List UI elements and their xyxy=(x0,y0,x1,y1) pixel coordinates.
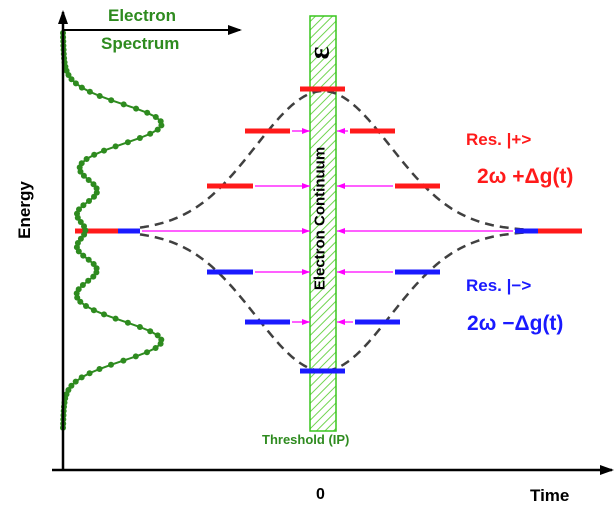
spectrum-dot xyxy=(80,202,87,209)
spectrum-dot xyxy=(136,324,143,330)
spectrum-dot xyxy=(108,97,115,104)
electron-continuum-band xyxy=(309,15,337,432)
spectrum-dot xyxy=(96,366,103,372)
spectrum-dot xyxy=(101,147,107,154)
res-minus-label: Res. |−> xyxy=(466,276,532,295)
spectrum-dot xyxy=(152,345,159,351)
spectrum-dot xyxy=(144,349,150,356)
spectrum-dot xyxy=(83,303,89,309)
spectrum-dot xyxy=(152,114,159,120)
spectrum-dot xyxy=(77,235,84,242)
energy-axis-label: Energy xyxy=(14,181,34,239)
state-levels xyxy=(75,86,582,374)
spectrum-dot xyxy=(112,315,119,322)
spectrum-dot xyxy=(78,84,85,91)
spectrum-dot xyxy=(136,135,143,141)
spectrum-dot xyxy=(144,109,151,116)
spectrum-dot xyxy=(86,198,92,204)
spectrum-dot xyxy=(65,72,72,78)
spectrum-dot xyxy=(133,105,140,112)
spectrum-dot xyxy=(120,101,127,108)
spectrum-dot xyxy=(124,319,131,326)
spectrum-dot xyxy=(86,88,93,95)
res-minus-formula: 2ω −Δg(t) xyxy=(467,312,564,335)
spectrum-dot xyxy=(90,273,97,280)
spectrum-dot xyxy=(108,361,114,368)
res-plus-label: Res. |+> xyxy=(466,130,532,149)
spectrum-title-line1: Electron xyxy=(108,6,177,25)
spectrum-dot xyxy=(80,252,87,259)
spectrum-dot xyxy=(68,76,75,83)
transition-arrows xyxy=(142,128,513,325)
time-axis-label: Time xyxy=(530,486,570,505)
spectrum-dot xyxy=(74,214,81,221)
spectrum-dot xyxy=(124,139,131,146)
spectrum-dot xyxy=(80,172,87,179)
threshold-label: Threshold (IP) xyxy=(262,432,350,447)
spectrum-dot xyxy=(77,298,84,305)
spectrum-dot xyxy=(79,282,86,288)
spectrum-dot xyxy=(86,370,93,377)
spectrum-dot xyxy=(78,374,85,381)
spectrum-dot xyxy=(68,382,75,389)
res-plus-formula: 2ω +Δg(t) xyxy=(477,165,574,188)
continuum-label: Electron Continuum xyxy=(311,146,329,291)
spectrum-dot xyxy=(101,311,107,318)
spectrum-dot xyxy=(154,126,161,133)
spectrum-dot xyxy=(90,181,97,188)
spectrum-dot xyxy=(132,353,139,360)
spectrum-dot xyxy=(85,256,92,263)
spectrum-dot xyxy=(157,340,164,347)
spectrum-dot xyxy=(90,261,97,267)
time-zero-label: 0 xyxy=(316,486,325,503)
spectrum-dot xyxy=(75,248,82,255)
spectrum-dot xyxy=(74,294,81,301)
spectrum-dot xyxy=(147,328,154,335)
spectrum-dot xyxy=(93,269,100,276)
spectrum-dot xyxy=(96,93,103,99)
upper-envelope-curve xyxy=(139,89,541,232)
spectrum-dot xyxy=(83,156,90,162)
spectrum-dot xyxy=(81,231,88,238)
spectrum-dot xyxy=(112,143,119,150)
spectrum-dot xyxy=(147,130,154,137)
spectrum-dot xyxy=(158,122,165,129)
spectrum-dot xyxy=(72,80,79,87)
lower-envelope-curve xyxy=(139,230,541,373)
spectrum-dot xyxy=(77,219,84,225)
spectrum-dot xyxy=(154,332,161,339)
spectrum-dot xyxy=(72,378,79,385)
spectrum-dot xyxy=(91,151,98,158)
spectrum-dot xyxy=(91,193,97,200)
spectrum-title-line2: Spectrum xyxy=(101,34,180,53)
spectrum-dot xyxy=(77,168,84,175)
spectrum-dot xyxy=(85,277,92,284)
spectrum-dot xyxy=(85,177,92,183)
spectrum-dot xyxy=(90,307,97,314)
epsilon-symbol: ε xyxy=(302,46,336,60)
spectrum-dot xyxy=(120,357,127,364)
